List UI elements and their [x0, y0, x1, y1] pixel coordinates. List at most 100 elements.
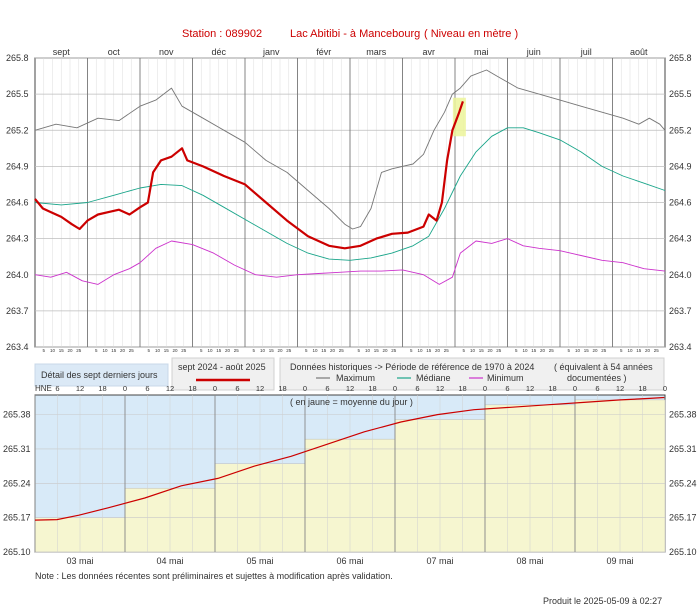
month-labels: sept oct nov déc janv févr mars avr mai juin juil a…	[53, 47, 648, 57]
day-tick-label: 5	[357, 348, 360, 353]
detail-day-label: 08 mai	[516, 556, 543, 566]
day-tick-label: 10	[260, 348, 266, 353]
day-tick-label: 15	[374, 348, 380, 353]
detail-y-tick-label: 265.31	[669, 444, 697, 454]
hour-label: 0	[483, 384, 487, 393]
day-tick-label: 5	[462, 348, 465, 353]
detail-y-tick-label: 265.10	[669, 547, 697, 557]
day-tick-label: 25	[234, 348, 240, 353]
day-tick-label: 5	[620, 348, 623, 353]
detail-y-tick-label: 265.24	[669, 478, 697, 488]
hour-label: 18	[548, 384, 556, 393]
hour-label: 12	[436, 384, 444, 393]
day-tick-label: 20	[67, 348, 73, 353]
month-label: nov	[159, 47, 174, 57]
day-tick-label: 25	[654, 348, 660, 353]
hour-label: 18	[638, 384, 646, 393]
day-tick-label: 15	[59, 348, 65, 353]
hour-label: 0	[393, 384, 397, 393]
y-tick-label: 264.9	[6, 161, 29, 171]
legend-documented-label: documentées )	[567, 373, 627, 383]
day-tick-label: 25	[444, 348, 450, 353]
day-tick-label: 20	[382, 348, 388, 353]
y-tick-label: 263.4	[669, 342, 692, 352]
y-ticks-left: 265.8 265.5 265.2 264.9 264.6 264.3 264.0 263.7…	[6, 53, 29, 352]
y-tick-label: 264.0	[6, 270, 29, 280]
day-tick-label: 20	[645, 348, 651, 353]
day-tick-label: 20	[540, 348, 546, 353]
detail-day-label: 04 mai	[156, 556, 183, 566]
hour-label: 18	[188, 384, 196, 393]
detail-y-tick-label: 265.17	[3, 513, 31, 523]
y-tick-label: 264.3	[669, 234, 692, 244]
hour-label: 12	[346, 384, 354, 393]
series-line-maximum	[34, 69, 666, 230]
detail-y-tick-label: 265.38	[3, 410, 31, 420]
legend-detail-box	[34, 363, 169, 387]
day-tick-label: 10	[155, 348, 161, 353]
day-tick-label: 25	[76, 348, 82, 353]
legend-min-label: Minimum	[487, 373, 524, 383]
chart-title: Station : 089902 Lac Abitibi - à Mancebo…	[182, 28, 518, 40]
title-station: Station : 089902	[182, 28, 262, 40]
detail-y-tick-label: 265.10	[3, 547, 31, 557]
legend-median-label: Médiane	[416, 373, 451, 383]
day-ticks: 5 10 15 20 25 5 10 15 20 25 5 10 15 20 25 5 10 15 20 25 5 10 1…	[42, 348, 659, 353]
day-tick-label: 25	[391, 348, 397, 353]
day-tick-label: 15	[321, 348, 327, 353]
month-label: juil	[580, 47, 592, 57]
title-location: Lac Abitibi - à Mancebourg	[290, 28, 420, 40]
detail-hour-ticks: 6 12 18 0 6 12 18 0 6 12 18 0 6 12 18 0 6 12 18 0 6 12 18 0 6 12 1…	[55, 384, 667, 393]
y-tick-label: 265.8	[669, 53, 692, 63]
month-label: avr	[422, 47, 435, 57]
day-tick-label: 10	[627, 348, 633, 353]
day-tick-label: 20	[487, 348, 493, 353]
day-tick-label: 5	[42, 348, 45, 353]
hour-label: 12	[166, 384, 174, 393]
hour-label: 6	[505, 384, 509, 393]
day-tick-label: 10	[522, 348, 528, 353]
day-tick-label: 10	[50, 348, 56, 353]
y-tick-label: 265.5	[669, 89, 692, 99]
detail-grid	[34, 395, 665, 553]
series-line-minimum	[34, 238, 666, 285]
month-label: août	[630, 47, 648, 57]
detail-y-tick-label: 265.17	[669, 513, 697, 523]
day-tick-label: 15	[216, 348, 222, 353]
y-tick-label: 264.6	[6, 198, 29, 208]
detail-series-line	[34, 396, 665, 521]
day-tick-label: 5	[305, 348, 308, 353]
month-label: sept	[53, 47, 71, 57]
legend-historical-box	[279, 357, 665, 391]
day-tick-label: 5	[147, 348, 150, 353]
detail-day-label: 03 mai	[66, 556, 93, 566]
month-label: mars	[366, 47, 386, 57]
legend-detail-label: Détail des sept derniers jours	[41, 370, 158, 380]
hour-label: 6	[55, 384, 59, 393]
hour-label: 18	[458, 384, 466, 393]
y-tick-label: 264.9	[669, 161, 692, 171]
series-line-m-diane	[34, 127, 666, 261]
y-tick-label: 265.2	[6, 125, 29, 135]
day-tick-label: 5	[95, 348, 98, 353]
detail-day-labels: 03 mai 04 mai 05 mai 06 mai 07 mai 08 mai 09 m…	[66, 556, 633, 566]
legend-max-label: Maximum	[336, 373, 375, 383]
y-tick-label: 265.8	[6, 53, 29, 63]
series-line-sept-2024-ao-t-2025	[34, 101, 464, 250]
day-tick-label: 5	[515, 348, 518, 353]
day-tick-label: 25	[549, 348, 555, 353]
day-tick-label: 15	[584, 348, 590, 353]
detail-y-ticks-left: 265.38 265.31 265.24 265.17 265.10	[3, 410, 31, 557]
day-tick-label: 20	[330, 348, 336, 353]
day-tick-label: 10	[102, 348, 108, 353]
legend-current-label: sept 2024 - août 2025	[178, 362, 266, 372]
y-tick-label: 263.7	[6, 306, 29, 316]
day-tick-label: 25	[339, 348, 345, 353]
month-label: janv	[262, 47, 280, 57]
day-tick-label: 10	[207, 348, 213, 353]
day-tick-label: 15	[111, 348, 117, 353]
day-tick-label: 25	[286, 348, 292, 353]
main-series	[34, 69, 666, 285]
footer-produced: Produit le 2025-05-09 à 02:27	[543, 596, 662, 606]
detail-y-tick-label: 265.38	[669, 410, 697, 420]
